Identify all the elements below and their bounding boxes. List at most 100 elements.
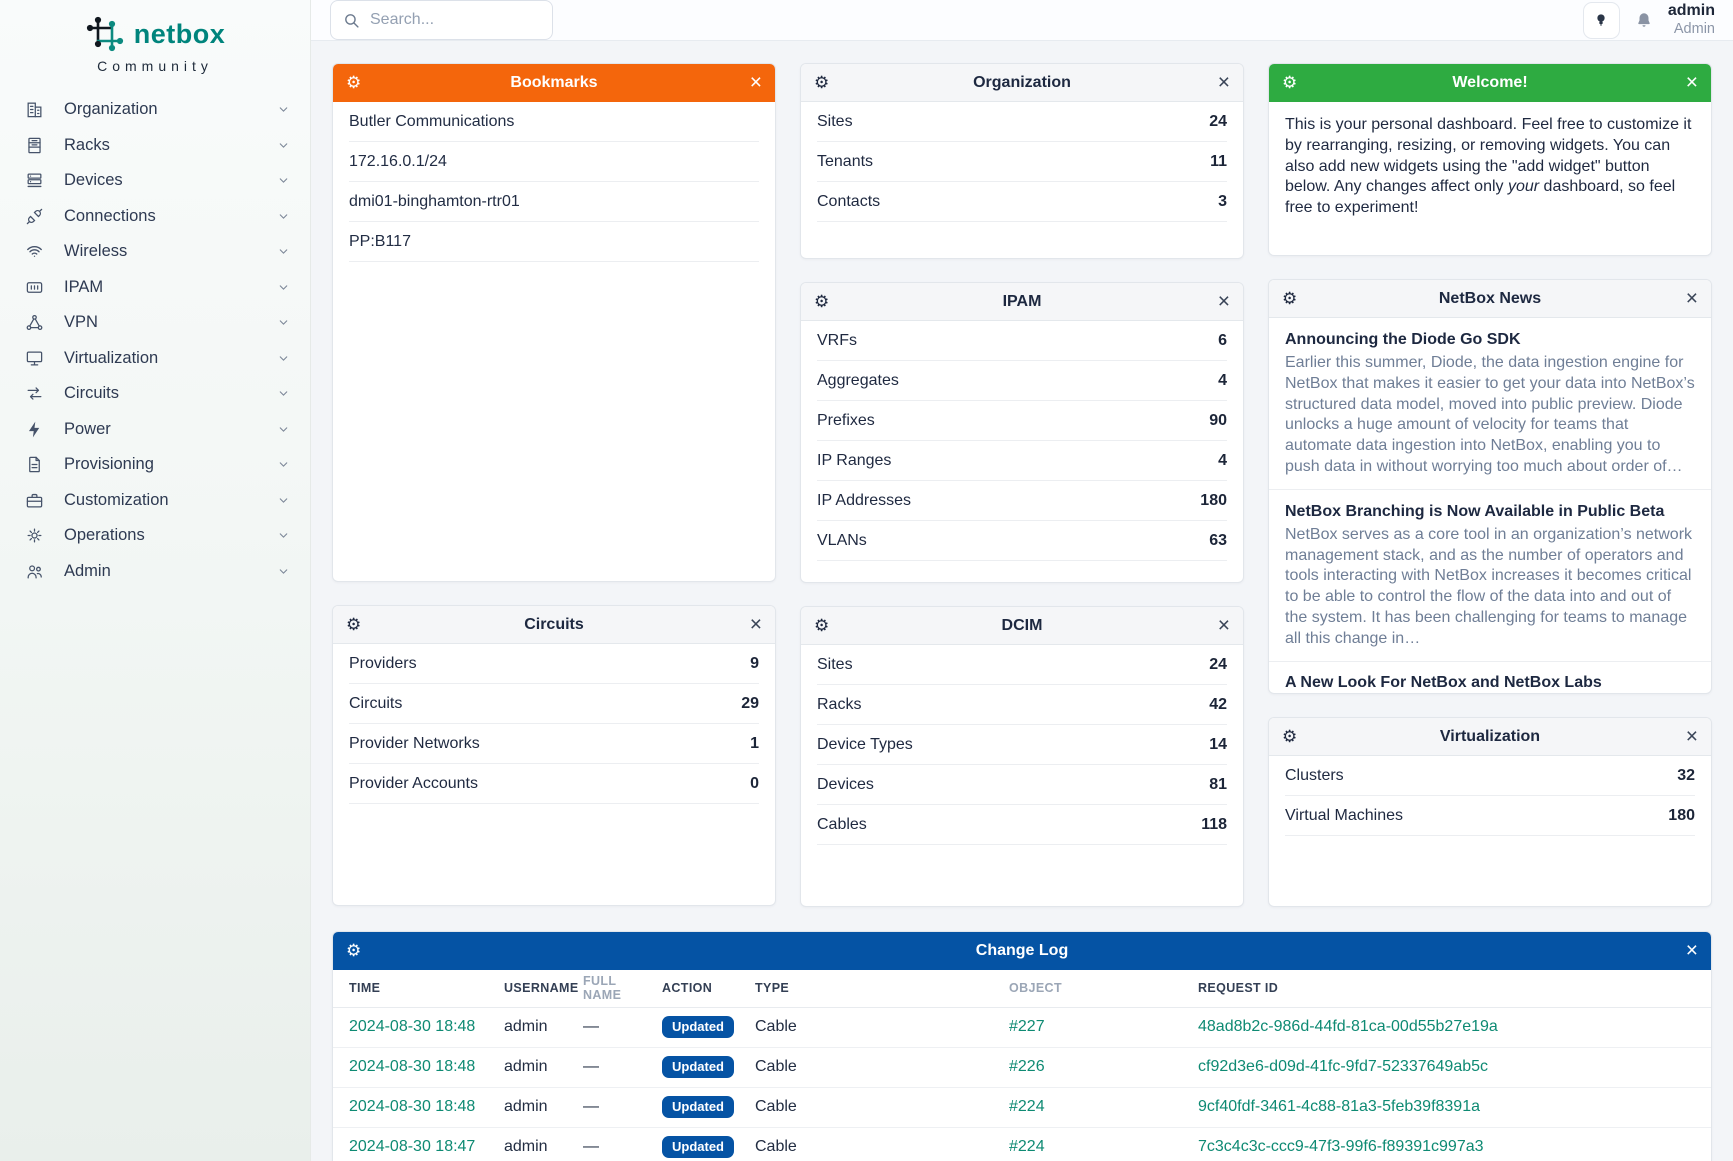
bookmark-link[interactable]: PP:B117 [349, 232, 411, 250]
stat-value[interactable]: 3 [1218, 192, 1227, 210]
sidebar-item-racks[interactable]: Racks [0, 128, 310, 164]
sidebar-item-wireless[interactable]: Wireless [0, 234, 310, 270]
news-article-title[interactable]: NetBox Branching is Now Available in Pub… [1285, 502, 1665, 520]
widget-close-icon[interactable]: × [1217, 614, 1230, 637]
stat-value[interactable]: 32 [1677, 766, 1695, 784]
widget-config-gear-icon[interactable]: ⚙ [346, 73, 362, 92]
stat-value[interactable]: 118 [1201, 815, 1227, 833]
stat-value[interactable]: 29 [741, 694, 759, 712]
stat-label[interactable]: Circuits [349, 694, 403, 712]
stat-value[interactable]: 0 [750, 774, 759, 792]
column-header-request-id[interactable]: REQUEST ID [1190, 970, 1711, 1008]
widget-config-gear-icon[interactable]: ⚙ [1282, 727, 1298, 746]
stat-value[interactable]: 4 [1218, 371, 1227, 389]
widget-config-gear-icon[interactable]: ⚙ [814, 616, 830, 635]
widget-config-gear-icon[interactable]: ⚙ [814, 292, 830, 311]
sidebar-item-connections[interactable]: Connections [0, 199, 310, 235]
widget-close-icon[interactable]: × [1685, 71, 1698, 94]
search-input[interactable] [370, 11, 530, 29]
cell-time[interactable]: 2024-08-30 18:48 [349, 1058, 476, 1075]
sidebar-item-vpn[interactable]: VPN [0, 305, 310, 341]
column-header-type[interactable]: TYPE [747, 970, 1001, 1008]
cell-time[interactable]: 2024-08-30 18:48 [349, 1098, 476, 1115]
column-header-action[interactable]: ACTION [654, 970, 747, 1008]
widget-config-gear-icon[interactable]: ⚙ [346, 615, 362, 634]
stat-value[interactable]: 24 [1209, 112, 1227, 130]
sidebar-item-devices[interactable]: Devices [0, 163, 310, 199]
cell-object[interactable]: #227 [1009, 1018, 1045, 1035]
cell-object[interactable]: #224 [1009, 1098, 1045, 1115]
stat-value[interactable]: 6 [1218, 331, 1227, 349]
notifications-button[interactable] [1635, 11, 1653, 29]
stat-label[interactable]: Devices [817, 775, 874, 793]
widget-config-gear-icon[interactable]: ⚙ [1282, 289, 1298, 308]
user-menu[interactable]: admin Admin [1668, 2, 1715, 37]
sidebar-item-customization[interactable]: Customization [0, 483, 310, 519]
cell-object[interactable]: #224 [1009, 1138, 1045, 1155]
sidebar-item-circuits[interactable]: Circuits [0, 376, 310, 412]
news-article-title[interactable]: Announcing the Diode Go SDK [1285, 331, 1521, 348]
stat-label[interactable]: Provider Accounts [349, 774, 478, 792]
widget-close-icon[interactable]: × [749, 71, 762, 94]
widget-config-gear-icon[interactable]: ⚙ [346, 941, 362, 960]
widget-close-icon[interactable]: × [1217, 71, 1230, 94]
stat-value[interactable]: 42 [1209, 695, 1227, 713]
stat-label[interactable]: VRFs [817, 331, 857, 349]
stat-value[interactable]: 81 [1209, 775, 1227, 793]
stat-label[interactable]: Provider Networks [349, 734, 480, 752]
widget-config-gear-icon[interactable]: ⚙ [814, 73, 830, 92]
stat-label[interactable]: Clusters [1285, 766, 1344, 784]
stat-label[interactable]: Contacts [817, 192, 881, 210]
stat-value[interactable]: 180 [1200, 491, 1227, 509]
stat-label[interactable]: Tenants [817, 152, 874, 170]
stat-value[interactable]: 9 [750, 654, 759, 672]
cell-request-id[interactable]: 9cf40fdf-3461-4c88-81a3-5feb39f8391a [1198, 1098, 1480, 1115]
stat-label[interactable]: Sites [817, 112, 853, 130]
cell-time[interactable]: 2024-08-30 18:48 [349, 1018, 476, 1035]
stat-label[interactable]: Providers [349, 654, 417, 672]
stat-label[interactable]: Aggregates [817, 371, 899, 389]
widget-close-icon[interactable]: × [1685, 725, 1698, 748]
cell-request-id[interactable]: 48ad8b2c-986d-44fd-81ca-00d55b27e19a [1198, 1018, 1498, 1035]
column-header-username[interactable]: USERNAME [496, 970, 578, 1008]
bookmark-link[interactable]: 172.16.0.1/24 [349, 152, 447, 170]
bookmark-link[interactable]: Butler Communications [349, 112, 515, 130]
widget-close-icon[interactable]: × [1217, 290, 1230, 313]
cell-request-id[interactable]: 7c3c4c3c-ccc9-47f3-99f6-f89391c997a3 [1198, 1138, 1484, 1155]
stat-label[interactable]: Prefixes [817, 411, 875, 429]
theme-toggle-button[interactable] [1582, 1, 1620, 39]
column-header-time[interactable]: TIME [333, 970, 496, 1008]
stat-value[interactable]: 90 [1209, 411, 1227, 429]
widget-close-icon[interactable]: × [749, 613, 762, 636]
stat-value[interactable]: 4 [1218, 451, 1227, 469]
sidebar-item-power[interactable]: Power [0, 412, 310, 448]
cell-request-id[interactable]: cf92d3e6-d09d-41fc-9fd7-52337649ab5c [1198, 1058, 1489, 1075]
sidebar-item-admin[interactable]: Admin [0, 554, 310, 590]
sidebar-item-provisioning[interactable]: Provisioning [0, 447, 310, 483]
sidebar-item-virtualization[interactable]: Virtualization [0, 341, 310, 377]
widget-close-icon[interactable]: × [1685, 939, 1698, 962]
widget-close-icon[interactable]: × [1685, 287, 1698, 310]
stat-value[interactable]: 63 [1209, 531, 1227, 549]
stat-value[interactable]: 24 [1209, 655, 1227, 673]
bookmark-link[interactable]: dmi01-binghamton-rtr01 [349, 192, 520, 210]
stat-value[interactable]: 14 [1209, 735, 1227, 753]
widget-config-gear-icon[interactable]: ⚙ [1282, 73, 1298, 92]
stat-label[interactable]: Virtual Machines [1285, 806, 1403, 824]
stat-label[interactable]: Racks [817, 695, 862, 713]
brand[interactable]: netbox Community [0, 14, 310, 74]
stat-value[interactable]: 180 [1668, 806, 1695, 824]
stat-label[interactable]: IP Ranges [817, 451, 892, 469]
cell-time[interactable]: 2024-08-30 18:47 [349, 1138, 476, 1155]
stat-label[interactable]: Cables [817, 815, 867, 833]
stat-label[interactable]: Device Types [817, 735, 913, 753]
cell-object[interactable]: #226 [1009, 1058, 1045, 1075]
sidebar-item-operations[interactable]: Operations [0, 518, 310, 554]
stat-value[interactable]: 1 [750, 734, 759, 752]
sidebar-item-organization[interactable]: Organization [0, 92, 310, 128]
stat-label[interactable]: IP Addresses [817, 491, 911, 509]
stat-value[interactable]: 11 [1210, 152, 1227, 170]
stat-label[interactable]: VLANs [817, 531, 867, 549]
sidebar-item-ipam[interactable]: IPAM [0, 270, 310, 306]
news-article-title[interactable]: A New Look For NetBox and NetBox Labs [1285, 673, 1602, 691]
